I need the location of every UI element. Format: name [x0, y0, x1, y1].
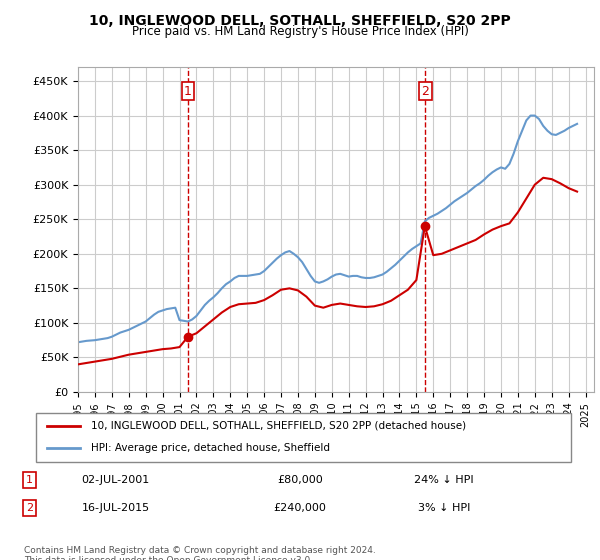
FancyBboxPatch shape — [35, 413, 571, 462]
Text: Contains HM Land Registry data © Crown copyright and database right 2024.
This d: Contains HM Land Registry data © Crown c… — [24, 546, 376, 560]
Text: £240,000: £240,000 — [274, 503, 326, 513]
Text: 2: 2 — [422, 85, 430, 98]
Text: 10, INGLEWOOD DELL, SOTHALL, SHEFFIELD, S20 2PP: 10, INGLEWOOD DELL, SOTHALL, SHEFFIELD, … — [89, 14, 511, 28]
Text: 3% ↓ HPI: 3% ↓ HPI — [418, 503, 470, 513]
Text: 1: 1 — [26, 475, 33, 485]
Text: 24% ↓ HPI: 24% ↓ HPI — [414, 475, 474, 485]
Text: 10, INGLEWOOD DELL, SOTHALL, SHEFFIELD, S20 2PP (detached house): 10, INGLEWOOD DELL, SOTHALL, SHEFFIELD, … — [91, 421, 466, 431]
Text: £80,000: £80,000 — [277, 475, 323, 485]
Text: 02-JUL-2001: 02-JUL-2001 — [82, 475, 150, 485]
Text: Price paid vs. HM Land Registry's House Price Index (HPI): Price paid vs. HM Land Registry's House … — [131, 25, 469, 38]
Text: 16-JUL-2015: 16-JUL-2015 — [82, 503, 150, 513]
Text: 2: 2 — [26, 503, 33, 513]
Text: HPI: Average price, detached house, Sheffield: HPI: Average price, detached house, Shef… — [91, 443, 330, 453]
Text: 1: 1 — [184, 85, 192, 98]
